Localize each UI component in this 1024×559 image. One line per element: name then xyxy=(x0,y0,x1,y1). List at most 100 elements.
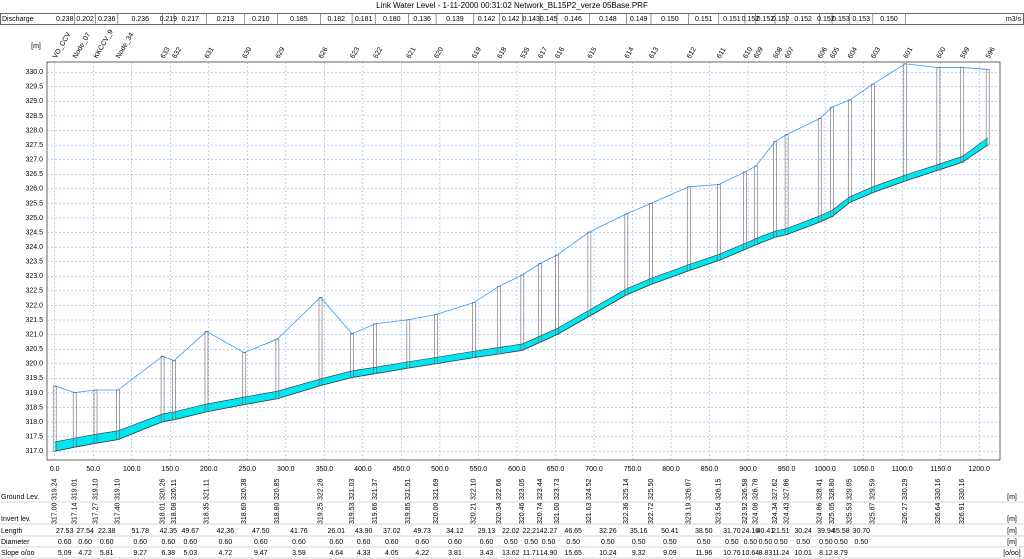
water-band xyxy=(651,264,689,285)
y-tick-label: 324.0 xyxy=(25,244,43,251)
table-value: 11.24 xyxy=(772,550,789,557)
y-tick-label: 323.5 xyxy=(25,259,43,266)
node-name: 613 xyxy=(648,46,660,60)
node-name: 608 xyxy=(772,46,784,60)
x-tick-label: 1150.0 xyxy=(930,466,951,473)
ground-level-label: 321.69 xyxy=(433,478,440,500)
table-value: 5.09 xyxy=(58,550,72,557)
node-name: 623 xyxy=(349,46,361,60)
node-name: 626 xyxy=(318,46,330,60)
node-name: 631 xyxy=(204,46,216,60)
y-tick-label: 327.0 xyxy=(25,157,43,164)
manhole xyxy=(847,99,852,203)
table-value: 22.02 xyxy=(502,528,520,535)
ground-level-label: 326.15 xyxy=(716,478,723,500)
y-tick-label: 317.0 xyxy=(25,448,43,455)
y-tick-label: 318.5 xyxy=(25,404,43,411)
table-value: 8.12 xyxy=(819,550,833,557)
node-name: 596 xyxy=(985,46,997,60)
x-tick-label: 550.0 xyxy=(470,466,488,473)
invert-level-label: 319.66 xyxy=(372,502,379,524)
y-tick-label: 321.5 xyxy=(25,317,43,324)
manhole xyxy=(520,274,525,351)
invert-level-label: 319.53 xyxy=(349,502,356,524)
node-name: 630 xyxy=(241,46,253,60)
water-band xyxy=(436,351,474,364)
table-value: 8.83 xyxy=(759,550,773,557)
table-value: 13.62 xyxy=(502,550,520,557)
y-tick-label: 319.5 xyxy=(25,375,43,382)
ground-level-label: 326.78 xyxy=(753,478,760,500)
table-value: 30.70 xyxy=(853,528,871,535)
table-value: 0.50 xyxy=(542,539,556,546)
table-value: 3.43 xyxy=(480,550,494,557)
ground-level-label: 330.16 xyxy=(959,478,966,500)
manhole xyxy=(93,389,98,444)
table-value: 0.60 xyxy=(254,539,268,546)
discharge-value: 0.180 xyxy=(383,16,401,23)
discharge-value: 0.149 xyxy=(630,16,648,23)
water-band xyxy=(819,210,833,223)
invert-level-label: 320.46 xyxy=(519,502,526,524)
discharge-value: 0.143 xyxy=(522,16,540,23)
node-name: 614 xyxy=(624,46,636,60)
table-row-label: Invert lev. xyxy=(1,516,31,523)
node-name: 603 xyxy=(870,46,882,60)
discharge-value: 0.151 xyxy=(723,16,741,23)
table-value: 4.64 xyxy=(329,550,343,557)
ground-line xyxy=(54,63,988,394)
discharge-value: 0.153 xyxy=(832,16,850,23)
table-value: 4.33 xyxy=(357,550,371,557)
table-value: 0.50 xyxy=(725,539,739,546)
x-tick-label: 350.0 xyxy=(316,466,334,473)
manhole xyxy=(160,355,165,423)
table-value: 30.24 xyxy=(794,528,812,535)
x-tick-label: 1000.0 xyxy=(814,466,836,473)
table-value: 34.12 xyxy=(446,528,464,535)
y-tick-label: 322.5 xyxy=(25,288,43,295)
invert-level-label: 318.08 xyxy=(171,502,178,524)
invert-level-label: 325.87 xyxy=(870,502,877,524)
discharge-value: 0.152 xyxy=(742,16,760,23)
invert-level-label: 324.08 xyxy=(753,502,760,524)
y-tick-label: 318.0 xyxy=(25,419,43,426)
manhole xyxy=(275,338,280,400)
table-value: 0.50 xyxy=(504,539,518,546)
manhole xyxy=(373,323,377,374)
ground-level-label: 322.28 xyxy=(317,478,324,500)
water-band xyxy=(408,357,437,369)
table-value: 49.67 xyxy=(182,528,200,535)
table-value: 3.59 xyxy=(292,550,306,557)
manhole xyxy=(985,68,990,146)
discharge-value: 0.146 xyxy=(564,16,582,23)
node-name: 617 xyxy=(537,46,549,60)
invert-level-label: 324.34 xyxy=(772,502,779,524)
table-value: 5.03 xyxy=(183,550,197,557)
invert-level-label: 322.36 xyxy=(623,502,630,524)
invert-line xyxy=(54,144,988,452)
table-value: 42.35 xyxy=(160,528,178,535)
table-value: 9.32 xyxy=(632,550,646,557)
node-name: 619 xyxy=(471,46,483,60)
table-value: 37.02 xyxy=(383,528,401,535)
table-value: 27.54 xyxy=(76,528,94,535)
x-tick-label: 900.0 xyxy=(739,466,757,473)
ground-level-label: 325.14 xyxy=(623,478,630,500)
table-value: 49.73 xyxy=(413,528,431,535)
manhole xyxy=(686,186,691,272)
ground-level-label: 319.10 xyxy=(115,478,122,500)
ground-level-label: 320.38 xyxy=(241,478,248,500)
table-row-unit: [m] xyxy=(1007,494,1017,501)
x-tick-label: 1100.0 xyxy=(892,466,913,473)
invert-level-label: 320.21 xyxy=(471,502,478,524)
table-value: 0.60 xyxy=(329,539,343,546)
table-value: 0.50 xyxy=(819,539,833,546)
table-value: 0.60 xyxy=(183,539,197,546)
discharge-value: 0.236 xyxy=(98,16,116,23)
water-band xyxy=(688,254,719,271)
water-band xyxy=(375,361,409,374)
water-band xyxy=(589,288,627,317)
discharge-label: Discharge xyxy=(2,16,34,23)
manhole xyxy=(784,134,789,235)
